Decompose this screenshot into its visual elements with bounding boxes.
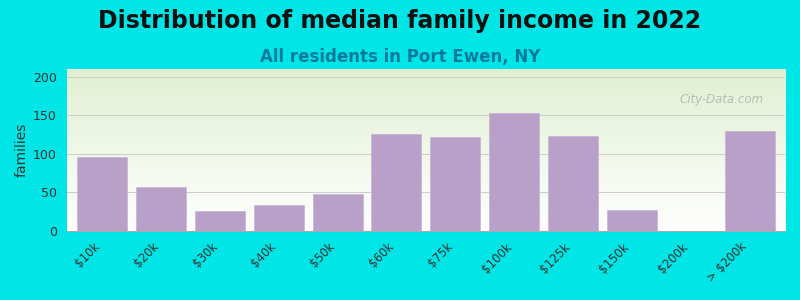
Bar — [607, 210, 657, 231]
Text: All residents in Port Ewen, NY: All residents in Port Ewen, NY — [260, 48, 540, 66]
Bar — [254, 205, 304, 231]
Bar — [489, 113, 539, 231]
Bar — [136, 187, 186, 231]
Text: City-Data.com: City-Data.com — [679, 93, 763, 106]
Bar — [430, 137, 480, 231]
Text: Distribution of median family income in 2022: Distribution of median family income in … — [98, 9, 702, 33]
Bar — [77, 158, 127, 231]
Bar — [371, 134, 422, 231]
Bar — [195, 211, 245, 231]
Y-axis label: families: families — [15, 123, 29, 177]
Bar — [548, 136, 598, 231]
Bar — [725, 130, 774, 231]
Bar — [313, 194, 362, 231]
